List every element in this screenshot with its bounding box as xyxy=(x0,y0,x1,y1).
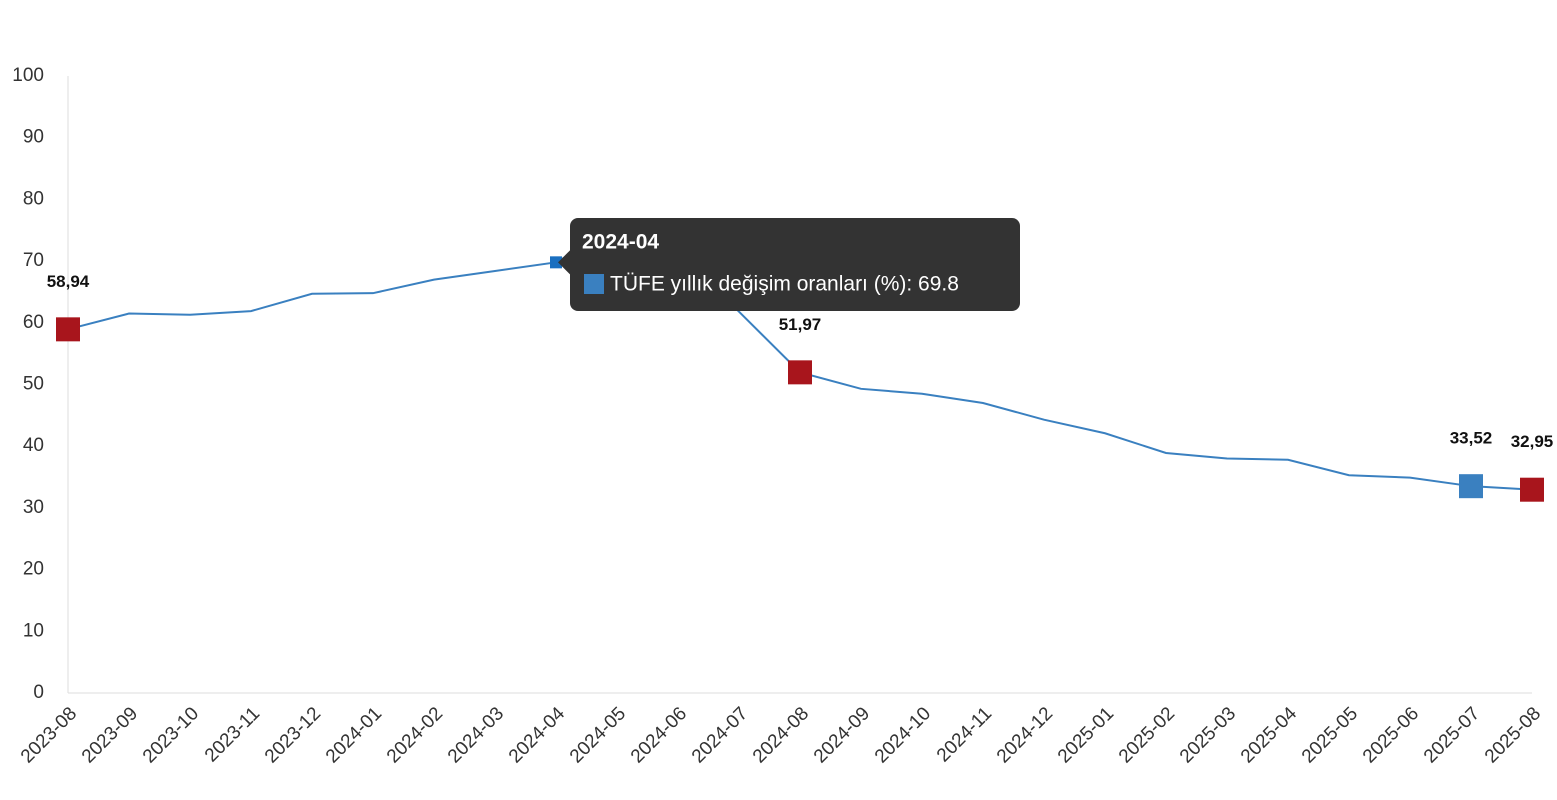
x-tick-label: 2023-12 xyxy=(261,703,325,767)
value-label: 58,94 xyxy=(47,272,90,291)
tooltip-text: TÜFE yıllık değişim oranları (%): 69.8 xyxy=(610,273,959,296)
y-tick-label: 20 xyxy=(23,559,44,580)
tooltip-swatch xyxy=(584,274,604,294)
y-tick-label: 0 xyxy=(33,682,44,703)
x-tick-label: 2025-08 xyxy=(1481,703,1545,767)
y-tick-label: 60 xyxy=(23,312,44,333)
x-tick-label: 2025-04 xyxy=(1237,703,1301,767)
y-tick-label: 30 xyxy=(23,497,44,518)
x-tick-label: 2024-10 xyxy=(871,703,935,767)
y-tick-label: 90 xyxy=(23,127,44,148)
x-tick-label: 2025-02 xyxy=(1115,703,1179,767)
x-tick-label: 2024-09 xyxy=(810,703,874,767)
x-tick-label: 2024-08 xyxy=(749,703,813,767)
y-tick-label: 70 xyxy=(23,250,44,271)
x-tick-label: 2024-12 xyxy=(993,703,1057,767)
x-tick-label: 2024-03 xyxy=(444,703,508,767)
x-tick-label: 2023-11 xyxy=(201,703,264,766)
highlight-marker xyxy=(788,360,812,385)
tooltip: 2024-04 TÜFE yıllık değişim oranları (%):… xyxy=(558,218,1020,311)
hover-marker xyxy=(550,256,562,269)
x-tick-label: 2025-06 xyxy=(1359,703,1423,767)
tooltip-pointer xyxy=(558,250,570,275)
highlight-marker xyxy=(1459,474,1483,499)
y-tick-label: 40 xyxy=(23,435,44,456)
highlight-marker xyxy=(56,317,80,342)
x-tick-label: 2023-09 xyxy=(78,703,142,767)
x-tick-label: 2024-11 xyxy=(933,703,996,766)
x-tick-label: 2024-07 xyxy=(688,703,752,767)
y-tick-label: 100 xyxy=(12,65,44,86)
value-label: 32,95 xyxy=(1511,432,1554,451)
x-tick-label: 2025-01 xyxy=(1054,703,1118,767)
x-tick-label: 2023-10 xyxy=(139,703,203,767)
y-tick-label: 50 xyxy=(23,374,44,395)
tooltip-title: 2024-04 xyxy=(582,231,659,254)
y-tick-label: 80 xyxy=(23,188,44,209)
x-tick-label: 2024-06 xyxy=(627,703,691,767)
y-tick-label: 10 xyxy=(23,620,44,641)
value-label: 51,97 xyxy=(779,315,822,334)
x-tick-label: 2024-01 xyxy=(322,703,386,767)
x-tick-label: 2025-05 xyxy=(1298,703,1362,767)
x-tick-label: 2024-05 xyxy=(566,703,630,767)
x-tick-label: 2024-02 xyxy=(383,703,447,767)
highlight-marker xyxy=(1520,477,1544,502)
tooltip-box xyxy=(570,218,1020,311)
x-tick-label: 2024-04 xyxy=(505,703,569,767)
x-tick-label: 2023-08 xyxy=(17,703,81,767)
value-label: 33,52 xyxy=(1450,429,1493,448)
x-tick-label: 2025-03 xyxy=(1176,703,1240,767)
x-tick-label: 2025-07 xyxy=(1420,703,1484,767)
